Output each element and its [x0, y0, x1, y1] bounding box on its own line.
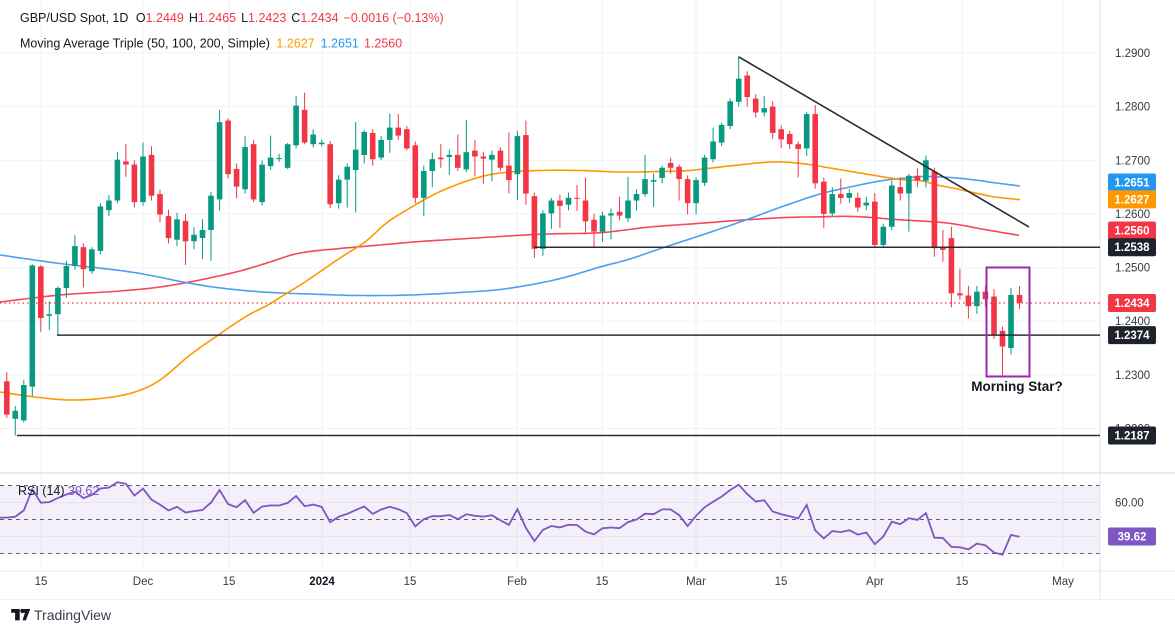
svg-text:1.2800: 1.2800: [1115, 102, 1150, 114]
svg-text:1.2374: 1.2374: [1114, 330, 1150, 342]
svg-text:1.2538: 1.2538: [1114, 242, 1150, 254]
svg-text:May: May: [1052, 576, 1074, 588]
svg-text:Moving Average Triple (50, 100: Moving Average Triple (50, 100, 200, Sim…: [20, 37, 402, 51]
svg-text:1.2600: 1.2600: [1115, 209, 1150, 221]
svg-text:1.2900: 1.2900: [1115, 48, 1150, 60]
svg-text:1.2651: 1.2651: [1114, 178, 1150, 190]
svg-text:1.2400: 1.2400: [1115, 316, 1150, 328]
svg-text:15: 15: [404, 576, 417, 588]
svg-text:1.2187: 1.2187: [1114, 431, 1149, 443]
svg-text:15: 15: [596, 576, 609, 588]
svg-text:Mar: Mar: [686, 576, 706, 588]
svg-text:15: 15: [35, 576, 48, 588]
svg-text:15: 15: [956, 576, 969, 588]
svg-text:39.62: 39.62: [1118, 532, 1147, 544]
svg-text:Dec: Dec: [133, 576, 154, 588]
svg-text:15: 15: [775, 576, 788, 588]
svg-text:1.2300: 1.2300: [1115, 370, 1150, 382]
svg-text:60.00: 60.00: [1115, 498, 1144, 510]
svg-text:RSI (14) 39.62: RSI (14) 39.62: [18, 484, 99, 498]
svg-text:1.2560: 1.2560: [1114, 226, 1149, 238]
svg-text:Feb: Feb: [507, 576, 527, 588]
svg-text:15: 15: [223, 576, 236, 588]
svg-text:Apr: Apr: [866, 576, 884, 588]
svg-text:1.2434: 1.2434: [1114, 298, 1150, 310]
svg-text:TradingView: TradingView: [34, 607, 112, 623]
svg-text:1.2700: 1.2700: [1115, 155, 1150, 167]
svg-text:1.2500: 1.2500: [1115, 263, 1150, 275]
svg-text:1.2627: 1.2627: [1114, 194, 1149, 206]
svg-text:2024: 2024: [309, 576, 335, 588]
svg-text:Morning Star?: Morning Star?: [971, 379, 1063, 394]
